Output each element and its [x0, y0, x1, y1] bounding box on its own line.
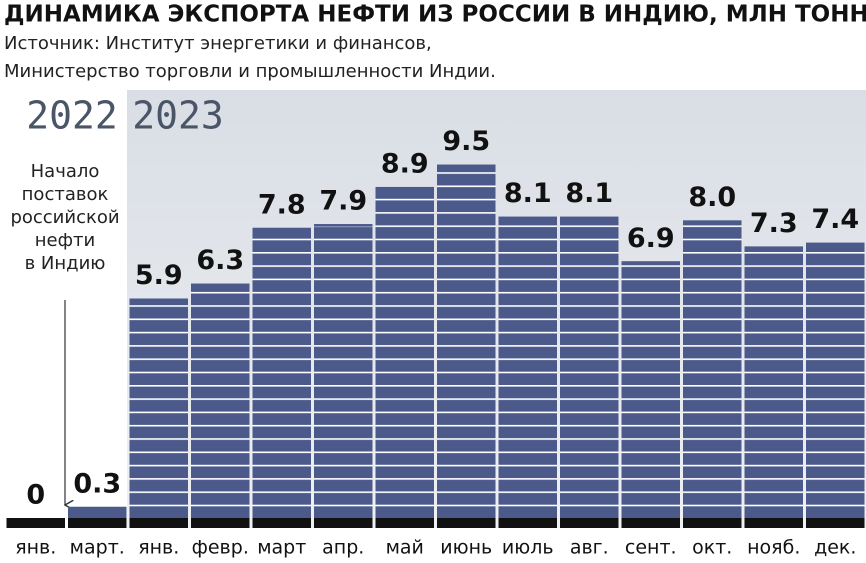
year-label: 2022	[26, 94, 118, 138]
bar	[437, 164, 496, 518]
x-tick-label: март	[257, 537, 306, 559]
value-label: 7.3	[750, 208, 798, 239]
bar-cap	[560, 216, 619, 220]
value-label: 7.9	[319, 186, 367, 217]
x-tick-label: дек.	[814, 537, 856, 559]
baseline-block	[621, 518, 680, 528]
value-label: 7.8	[258, 189, 306, 220]
x-tick-label: апр.	[322, 537, 364, 559]
bar-cap	[498, 216, 557, 220]
baseline-block	[744, 518, 803, 528]
value-label: 0	[26, 480, 45, 511]
x-tick-label: июнь	[440, 537, 492, 559]
value-label: 5.9	[135, 260, 183, 291]
x-tick-label: окт.	[692, 537, 732, 559]
baseline-block	[6, 518, 65, 528]
subtitle: Источник: Институт энергетики и финансов…	[4, 33, 432, 54]
bar-cap	[437, 164, 496, 168]
year-label: 2023	[132, 94, 224, 138]
baseline-block	[560, 518, 619, 528]
x-tick-label: июль	[502, 537, 554, 559]
bar-cap	[314, 224, 373, 227]
value-label: 6.3	[196, 245, 244, 276]
annotation: в Индию	[25, 253, 106, 274]
bar	[498, 216, 557, 518]
bar	[560, 216, 619, 518]
bar	[68, 506, 127, 518]
bar	[744, 246, 803, 518]
x-tick-label: февр.	[192, 537, 249, 559]
annotation: нефти	[35, 230, 95, 251]
value-label: 8.0	[688, 182, 736, 213]
value-label: 6.9	[627, 223, 675, 254]
bar-cap	[191, 283, 250, 287]
bar-cap	[744, 246, 803, 249]
baseline-block	[129, 518, 188, 528]
value-label: 7.4	[811, 204, 859, 235]
x-tick-label: авг.	[570, 537, 609, 559]
baseline-block	[683, 518, 742, 528]
value-label: 8.9	[381, 148, 429, 179]
annotation: Начало	[31, 161, 100, 182]
x-tick-label: янв.	[138, 537, 179, 559]
value-label: 8.1	[565, 178, 613, 209]
bar-cap	[806, 242, 865, 246]
baseline-block	[314, 518, 373, 528]
x-tick-label: март.	[70, 537, 125, 559]
bar	[375, 186, 434, 519]
bar	[129, 298, 188, 518]
bar-cap	[683, 220, 742, 223]
baseline-block	[806, 518, 865, 528]
annotation: поставок	[22, 184, 109, 205]
bar	[252, 227, 311, 518]
baseline-block	[68, 518, 127, 528]
baseline-block	[252, 518, 311, 528]
x-tick-label: май	[386, 537, 424, 559]
value-label: 0.3	[73, 468, 121, 499]
subtitle: Министерство торговли и промышленности И…	[4, 61, 496, 82]
x-tick-label: сент.	[625, 537, 677, 559]
value-label: 8.1	[504, 178, 552, 209]
year-background	[127, 90, 866, 528]
x-tick-label: нояб.	[747, 537, 800, 559]
bar	[621, 261, 680, 518]
bar	[683, 220, 742, 518]
baseline-block	[498, 518, 557, 528]
bar	[191, 283, 250, 518]
bar-cap	[621, 261, 680, 264]
x-tick-label: янв.	[15, 537, 56, 559]
baseline-block	[375, 518, 434, 528]
baseline-block	[191, 518, 250, 528]
chart-title: ДИНАМИКА ЭКСПОРТА НЕФТИ ИЗ РОССИИ В ИНДИ…	[4, 2, 866, 28]
bar	[314, 224, 373, 518]
value-label: 9.5	[442, 126, 490, 157]
bar	[806, 242, 865, 518]
bar-cap	[252, 227, 311, 231]
bar-cap	[375, 186, 434, 190]
bar-cap	[68, 506, 127, 510]
annotation: российской	[10, 207, 119, 228]
bar-cap	[129, 298, 188, 302]
baseline-block	[437, 518, 496, 528]
